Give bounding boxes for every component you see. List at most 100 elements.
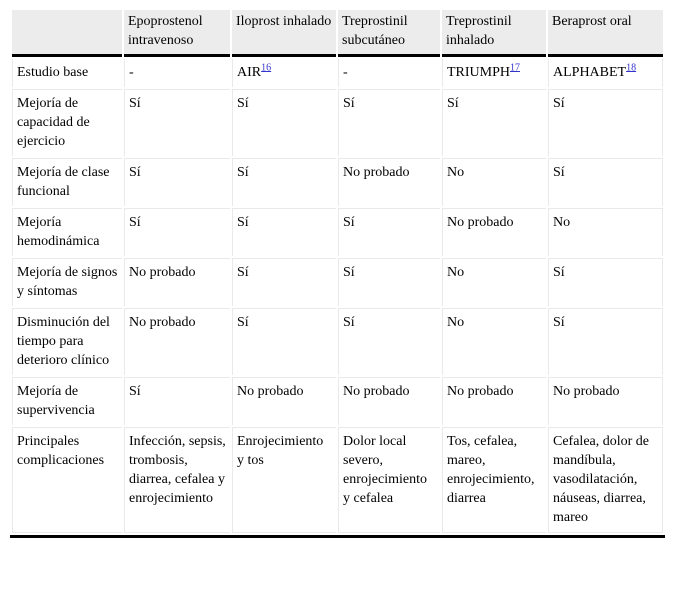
table-cell: No xyxy=(442,308,546,375)
table-cell: No probado xyxy=(442,208,546,256)
table-cell: Sí xyxy=(338,258,440,306)
table-row: Mejoría de capacidad de ejercicio Sí Sí Sí S… xyxy=(12,89,663,156)
table-cell: Dolor local severo, enrojecimiento y cef… xyxy=(338,427,440,533)
cell-text: No xyxy=(447,315,465,330)
table-cell: Sí xyxy=(548,308,663,375)
cell-text: Sí xyxy=(447,96,459,111)
cell-text: Sí xyxy=(129,384,141,399)
table-cell: Sí xyxy=(124,158,230,206)
cell-text: Sí xyxy=(237,215,249,230)
cell-text: Sí xyxy=(343,215,355,230)
table-row: Mejoría de clase funcional Sí Sí No probado… xyxy=(12,158,663,206)
cell-text: Sí xyxy=(237,265,249,280)
cell-text: No probado xyxy=(447,384,514,399)
row-label: Principales complicaciones xyxy=(12,427,122,533)
table-cell: Sí xyxy=(338,208,440,256)
table-cell: Sí xyxy=(232,158,336,206)
cell-text: Sí xyxy=(343,315,355,330)
header-cell-empty xyxy=(12,10,122,57)
table-cell: Sí xyxy=(124,208,230,256)
reference-link[interactable]: 16 xyxy=(261,62,272,74)
cell-text: No probado xyxy=(129,265,196,280)
table-cell: Sí xyxy=(548,158,663,206)
therapy-comparison-table: Epoprostenol intravenoso Iloprost inhalad… xyxy=(10,8,665,538)
table-cell: - xyxy=(124,59,230,87)
header-cell: Epoprostenol intravenoso xyxy=(124,10,230,57)
cell-text: Enrojecimiento y tos xyxy=(237,434,324,468)
table-cell: Sí xyxy=(338,308,440,375)
cell-text: Sí xyxy=(343,265,355,280)
cell-text: No probado xyxy=(447,215,514,230)
table-row: Estudio base - AIR16- TRIUMPH17 ALPHABET18 xyxy=(12,59,663,87)
cell-text: Sí xyxy=(129,215,141,230)
cell-text: No probado xyxy=(343,384,410,399)
table-cell: - xyxy=(338,59,440,87)
cell-text: Tos, cefalea, mareo, enrojecimiento, dia… xyxy=(447,434,535,506)
table-cell: Sí xyxy=(442,89,546,156)
cell-text: Sí xyxy=(553,265,565,280)
cell-text: Sí xyxy=(553,165,565,180)
row-label: Mejoría hemodinámica xyxy=(12,208,122,256)
table-row: Principales complicaciones Infección, sep… xyxy=(12,427,663,533)
cell-text: AIR xyxy=(237,65,262,80)
cell-text: No probado xyxy=(343,165,410,180)
cell-text: Dolor local severo, enrojecimiento y cef… xyxy=(343,434,427,506)
cell-text: No xyxy=(447,165,465,180)
table-cell: Sí xyxy=(548,258,663,306)
table-cell: No probado xyxy=(232,377,336,425)
cell-text: No xyxy=(553,215,571,230)
table-cell: No xyxy=(442,258,546,306)
cell-text: No probado xyxy=(129,315,196,330)
cell-text: TRIUMPH xyxy=(447,65,511,80)
table-cell: Sí xyxy=(232,258,336,306)
cell-text: No xyxy=(447,265,465,280)
header-cell: Treprostinil subcutáneo xyxy=(338,10,440,57)
header-cell: Treprostinil inhalado xyxy=(442,10,546,57)
table-cell: Sí xyxy=(232,208,336,256)
table-row: Disminución del tiempo para deterioro cl… xyxy=(12,308,663,375)
row-label: Disminución del tiempo para deterioro cl… xyxy=(12,308,122,375)
table-cell: No xyxy=(442,158,546,206)
table-header: Epoprostenol intravenoso Iloprost inhalad… xyxy=(12,10,663,57)
header-row: Epoprostenol intravenoso Iloprost inhalad… xyxy=(12,10,663,57)
reference-link[interactable]: 17 xyxy=(510,62,521,74)
cell-text: Sí xyxy=(129,165,141,180)
cell-text: Infección, sepsis, trombosis, diarrea, c… xyxy=(129,434,226,506)
table-cell: Sí xyxy=(232,89,336,156)
table-cell: ALPHABET18 xyxy=(548,59,663,87)
cell-text: Sí xyxy=(129,96,141,111)
table-cell: Sí xyxy=(124,377,230,425)
cell-text: Sí xyxy=(553,96,565,111)
cell-text: No probado xyxy=(237,384,304,399)
row-label: Mejoría de signos y síntomas xyxy=(12,258,122,306)
table-row: Mejoría de signos y síntomas No probado Sí… xyxy=(12,258,663,306)
row-label: Estudio base xyxy=(12,59,122,87)
table-cell: Infección, sepsis, trombosis, diarrea, c… xyxy=(124,427,230,533)
table-cell: Sí xyxy=(124,89,230,156)
table-cell: Tos, cefalea, mareo, enrojecimiento, dia… xyxy=(442,427,546,533)
row-label: Mejoría de supervivencia xyxy=(12,377,122,425)
cell-text: Sí xyxy=(237,315,249,330)
table-cell: No probado xyxy=(124,258,230,306)
reference-superscript: 16 xyxy=(261,62,271,73)
table-cell: No probado xyxy=(338,158,440,206)
cell-text: No probado xyxy=(553,384,620,399)
table-row: Mejoría hemodinámica Sí Sí Sí No probado No xyxy=(12,208,663,256)
cell-text: ALPHABET xyxy=(553,65,627,80)
reference-superscript: 17 xyxy=(510,62,520,73)
table-cell: No xyxy=(548,208,663,256)
reference-link[interactable]: 18 xyxy=(626,62,637,74)
table-cell: AIR16 xyxy=(232,59,336,87)
table-body: Estudio base - AIR16- TRIUMPH17 ALPHABET18 Me… xyxy=(12,59,663,533)
cell-text: Sí xyxy=(343,96,355,111)
row-label: Mejoría de clase funcional xyxy=(12,158,122,206)
table-cell: Enrojecimiento y tos xyxy=(232,427,336,533)
table-cell: Sí xyxy=(338,89,440,156)
table-row: Mejoría de supervivencia Sí No probado No p… xyxy=(12,377,663,425)
table-cell: No probado xyxy=(338,377,440,425)
cell-text: Cefalea, dolor de mandíbula, vasodilatac… xyxy=(553,434,650,525)
cell-text: Sí xyxy=(237,96,249,111)
table-cell: No probado xyxy=(548,377,663,425)
reference-superscript: 18 xyxy=(626,62,636,73)
